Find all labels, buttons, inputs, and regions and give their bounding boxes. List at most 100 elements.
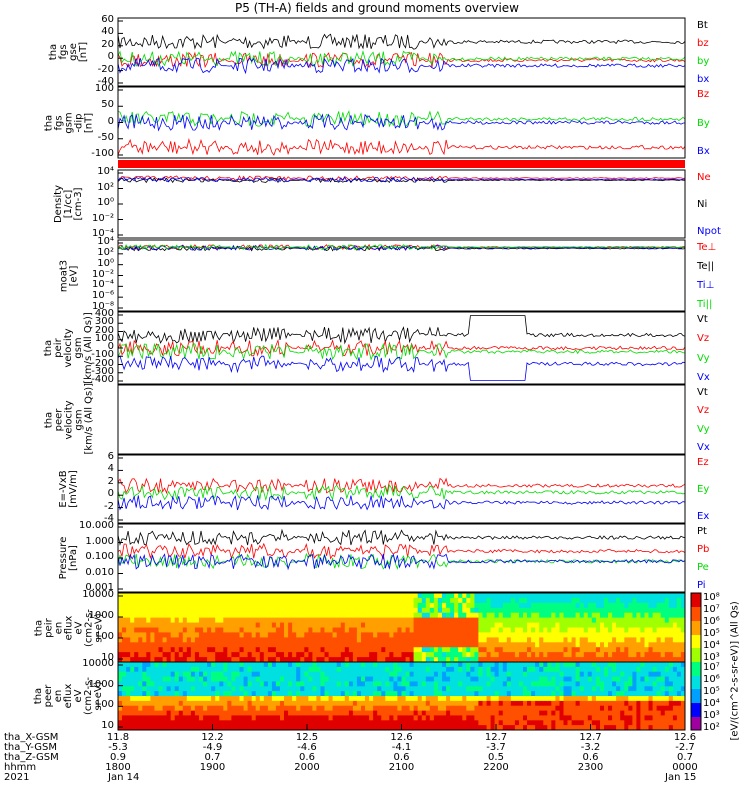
heatmap-cell (579, 612, 585, 619)
heatmap-cell (174, 647, 180, 653)
heatmap-cell (146, 593, 151, 599)
heatmap-cell (190, 617, 196, 623)
heatmap-cell (519, 617, 524, 623)
heatmap-cell (336, 705, 342, 712)
ephemeris-label: tha_X-GSM (4, 732, 59, 743)
heatmap-cell (417, 593, 423, 599)
heatmap-cell (600, 686, 605, 692)
heatmap-cell (417, 681, 423, 687)
heatmap-cell (219, 681, 224, 687)
heatmap-cell (251, 657, 257, 663)
y-tick-label: 10⁴ (97, 166, 114, 177)
heatmap-cell (474, 691, 479, 697)
heatmap-cell (275, 710, 281, 716)
heatmap-cell (458, 676, 463, 682)
heatmap-cell (203, 637, 208, 643)
heatmap-cell (620, 642, 625, 648)
heatmap-cell (604, 666, 609, 673)
heatmap-cell (340, 647, 346, 653)
heatmap-cell (672, 681, 678, 687)
heatmap-cell (352, 617, 358, 623)
heatmap-cell (531, 602, 536, 609)
heatmap-cell (373, 637, 378, 643)
heatmap-cell (312, 642, 317, 648)
heatmap-cell (263, 632, 269, 638)
heatmap-cell (506, 607, 512, 614)
heatmap-cell (551, 691, 556, 697)
heatmap-cell (652, 627, 658, 633)
heatmap-cell (458, 652, 463, 658)
heatmap-cell (559, 627, 564, 633)
heatmap-cell (207, 652, 212, 658)
heatmap-cell (644, 696, 649, 702)
heatmap-cell (138, 710, 143, 716)
heatmap-cell (652, 686, 658, 692)
heatmap-cell (207, 657, 212, 663)
heatmap-cell (559, 622, 564, 628)
heatmap-cell (433, 666, 439, 673)
heatmap-cell (320, 593, 325, 599)
heatmap-cell (182, 681, 188, 687)
heatmap-cell (288, 622, 293, 628)
heatmap-cell (616, 647, 621, 653)
heatmap-cell (660, 700, 666, 707)
heatmap-cell (231, 715, 236, 721)
heatmap-cell (190, 676, 196, 682)
heatmap-cell (498, 686, 504, 692)
heatmap-cell (389, 686, 394, 692)
heatmap-cell (393, 715, 398, 721)
heatmap-cell (664, 676, 670, 682)
heatmap-cell (523, 700, 528, 707)
heatmap-cell (616, 705, 621, 712)
heatmap-cell (454, 652, 459, 658)
heatmap-cell (531, 686, 536, 692)
heatmap-cell (361, 662, 366, 668)
heatmap-cell (401, 666, 406, 673)
heatmap-cell (523, 720, 528, 726)
heatmap-cell (247, 627, 253, 633)
colorbar-band (691, 654, 701, 656)
heatmap-cell (235, 691, 240, 697)
heatmap-cell (231, 637, 236, 643)
heatmap-cell (555, 652, 560, 658)
heatmap-cell (567, 657, 572, 663)
heatmap-cell (559, 642, 564, 648)
heatmap-cell (498, 612, 504, 619)
heatmap-cell (211, 725, 216, 731)
heatmap-cell (356, 617, 362, 623)
heatmap-cell (604, 710, 609, 716)
heatmap-cell (170, 597, 176, 604)
heatmap-cell (531, 720, 536, 726)
heatmap-cell (620, 632, 625, 638)
heatmap-cell (656, 691, 662, 697)
heatmap-cell (656, 686, 662, 692)
heatmap-cell (348, 681, 354, 687)
colorbar-band (691, 690, 701, 692)
heatmap-cell (401, 715, 406, 721)
heatmap-cell (288, 612, 293, 619)
heatmap-cell (227, 720, 232, 726)
heatmap-cell (628, 637, 633, 643)
heatmap-cell (328, 642, 334, 648)
heatmap-cell (199, 602, 204, 609)
heatmap-cell (502, 597, 508, 604)
heatmap-cell (211, 691, 216, 697)
colorbar-band (691, 627, 701, 629)
heatmap-cell (595, 647, 601, 653)
heatmap-cell (385, 612, 390, 619)
heatmap-cell (199, 715, 204, 721)
heatmap-cell (612, 700, 617, 707)
heatmap-cell (344, 597, 350, 604)
heatmap-cell (150, 642, 155, 648)
heatmap-cell (324, 720, 329, 726)
heatmap-cell (385, 622, 390, 628)
heatmap-cell (377, 686, 382, 692)
heatmap-cell (632, 607, 637, 614)
heatmap-cell (263, 647, 269, 653)
heatmap-cell (389, 696, 394, 702)
heatmap-cell (275, 617, 281, 623)
heatmap-cell (583, 647, 589, 653)
heatmap-cell (223, 593, 228, 599)
heatmap-cell (531, 671, 536, 678)
heatmap-cell (138, 607, 143, 614)
